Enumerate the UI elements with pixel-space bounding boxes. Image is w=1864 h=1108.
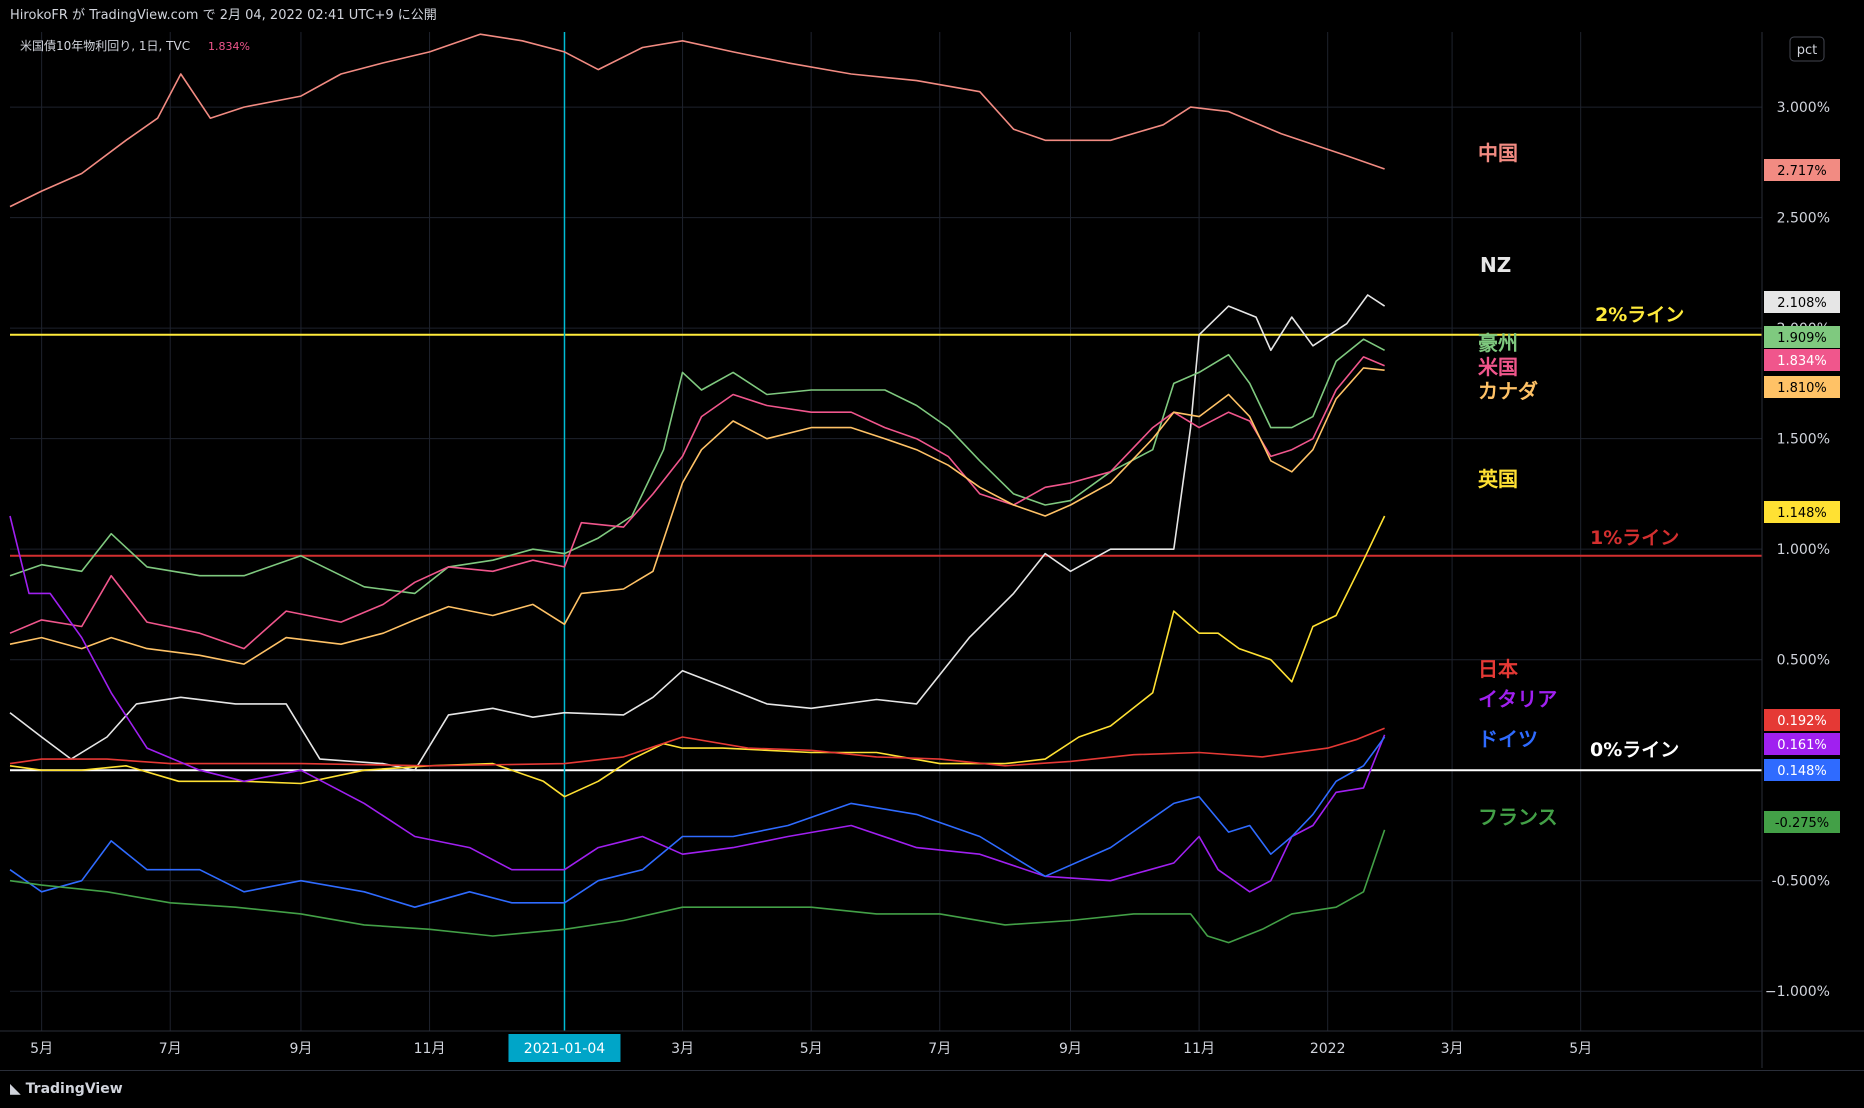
x-tick-label: 5月 <box>30 1041 53 1057</box>
price-badge-value-us: 1.834% <box>1777 354 1827 369</box>
x-tick-label: 11月 <box>414 1041 446 1057</box>
series-line-uk <box>9 515 1386 798</box>
x-tick-label: 2022 <box>1310 1041 1346 1057</box>
price-badges: 2.717% 2.108% 1.909% 1.834% 1.810% 1.148% 0.19… <box>1764 159 1840 833</box>
price-badge-france <box>1764 811 1840 833</box>
legend-value: 1.834% <box>208 40 250 53</box>
hline-label-line1: 1%ライン <box>1590 527 1679 549</box>
series-line-italy <box>9 515 1386 893</box>
price-badge-canada <box>1764 376 1840 398</box>
footer-bar: ◣ TradingView <box>0 1070 1864 1108</box>
x-tick-label: 9月 <box>1059 1041 1082 1057</box>
time-axis: 5月 7月 9月 11月 3月 5月 7月 9月 11月 2022 3月 5月 <box>30 1041 1592 1057</box>
y-tick-label: -0.500% <box>1772 874 1830 890</box>
x-tick-label: 7月 <box>159 1041 182 1057</box>
price-badge-australia <box>1764 326 1840 348</box>
published-header: HirokoFR が TradingView.com で 2月 04, 2022… <box>0 0 1864 32</box>
series-line-australia <box>9 338 1385 595</box>
series-line-nz <box>9 294 1386 772</box>
price-badge-value-canada: 1.810% <box>1777 381 1827 396</box>
price-badge-us <box>1764 349 1840 371</box>
series-line-germany <box>9 736 1386 909</box>
y-tick-label: 3.000% <box>1777 100 1830 116</box>
scale-button-label: pct <box>1797 43 1818 58</box>
price-badge-value-italy: 0.161% <box>1777 738 1827 753</box>
series-label-canada: カナダ <box>1478 379 1538 403</box>
x-tick-label: 7月 <box>928 1041 951 1057</box>
series-label-france: フランス <box>1478 805 1558 829</box>
series-label-uk: 英国 <box>1478 467 1518 491</box>
series-label-china: 中国 <box>1478 141 1518 165</box>
series-line-us <box>9 356 1385 650</box>
price-badge-nz <box>1764 291 1840 313</box>
chart-area[interactable]: 2%ライン 1%ライン 0%ライン 中国 NZ 豪州 米国 カナダ英国日本イタリアドイツフラン… <box>0 32 1864 1068</box>
hline-label-line2: 2%ライン <box>1595 304 1684 326</box>
price-badge-germany <box>1764 759 1840 781</box>
series-group <box>9 33 1386 944</box>
series-label-germany: ドイツ <box>1478 727 1538 751</box>
price-badge-value-uk: 1.148% <box>1777 506 1827 521</box>
tradingview-brand: TradingView <box>25 1081 123 1097</box>
chart-svg[interactable]: 2%ライン 1%ライン 0%ライン 中国 NZ 豪州米国カナダ英国日本イタリアドイツフラン… <box>0 32 1864 1068</box>
crosshair-date-badge <box>508 1034 621 1062</box>
grid <box>10 32 1762 1031</box>
y-tick-label: 2.500% <box>1777 211 1830 227</box>
x-tick-label: 3月 <box>1441 1041 1464 1057</box>
crosshair-date: 2021-01-04 <box>524 1041 605 1057</box>
x-tick-label: 3月 <box>671 1041 694 1057</box>
y-tick-label: 1.500% <box>1777 432 1830 448</box>
series-line-france <box>9 829 1386 944</box>
series-line-canada <box>9 367 1385 665</box>
series-label-australia: 豪州 <box>1478 331 1518 355</box>
tradingview-logo-icon: ◣ <box>10 1081 21 1097</box>
price-badge-uk <box>1764 501 1840 523</box>
series-label-italy: イタリア <box>1478 687 1557 711</box>
end-labels: 2%ライン 1%ライン 0%ライン 中国 NZ 豪州米国カナダ英国日本イタリアドイツフラン… <box>1478 141 1684 829</box>
legend-symbol: 米国債10年物利回り, 1日, TVC <box>20 38 190 53</box>
x-tick-label: 5月 <box>1569 1041 1592 1057</box>
y-tick-label: −1.000% <box>1765 984 1830 1000</box>
x-tick-label: 11月 <box>1183 1041 1215 1057</box>
price-badge-value-australia: 1.909% <box>1777 331 1827 346</box>
series-label-us: 米国 <box>1478 355 1518 379</box>
y-tick-label: 0.500% <box>1777 653 1830 669</box>
x-tick-label: 5月 <box>800 1041 823 1057</box>
price-badge-value-france: -0.275% <box>1775 816 1829 831</box>
price-badge-value-germany: 0.148% <box>1777 764 1827 779</box>
price-badge-value-china: 2.717% <box>1777 164 1827 179</box>
series-label-japan: 日本 <box>1478 657 1518 681</box>
series-label-nz: NZ <box>1480 253 1511 277</box>
scale-button[interactable] <box>1789 36 1825 62</box>
price-badge-italy <box>1764 733 1840 755</box>
x-tick-label: 9月 <box>289 1041 312 1057</box>
y-tick-label: 1.000% <box>1777 542 1830 558</box>
hline-label-line0: 0%ライン <box>1590 739 1679 761</box>
price-badge-value-japan: 0.192% <box>1777 714 1827 729</box>
tradingview-logo[interactable]: ◣ TradingView <box>10 1081 123 1097</box>
price-badge-value-nz: 2.108% <box>1777 296 1827 311</box>
price-badge-japan <box>1764 709 1840 731</box>
price-badge-china <box>1764 159 1840 181</box>
series-line-china <box>9 33 1385 208</box>
series-line-japan <box>9 727 1385 767</box>
